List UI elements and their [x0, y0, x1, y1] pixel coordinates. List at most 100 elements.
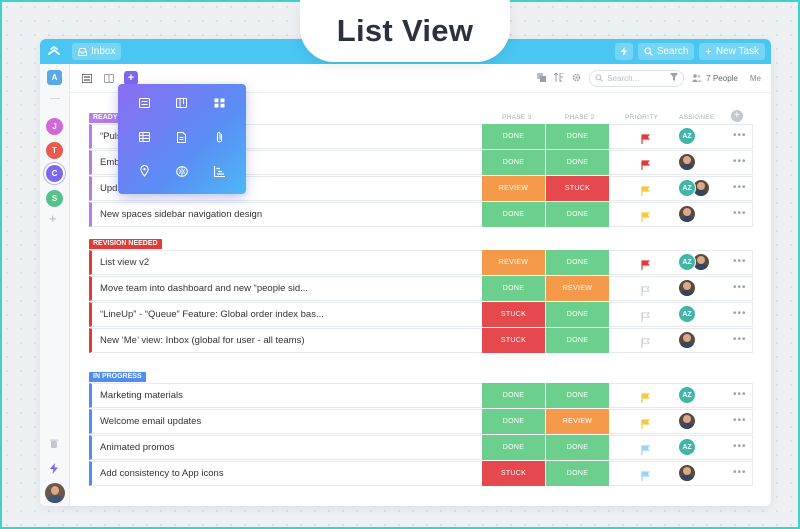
status-phase3-cell[interactable]: STUCK: [482, 302, 545, 327]
status-phase2-cell[interactable]: REVIEW: [546, 276, 609, 301]
clickup-logo-icon[interactable]: [46, 44, 62, 60]
status-phase2-cell[interactable]: DONE: [546, 435, 609, 460]
task-name[interactable]: List view v2: [100, 257, 150, 268]
priority-flag-icon[interactable]: [641, 416, 651, 429]
table-row[interactable]: New ‘Me’ view: Inbox (global for user - …: [89, 328, 753, 353]
group-status-label[interactable]: IN PROGRESS: [89, 372, 146, 382]
priority-flag-icon[interactable]: [641, 209, 651, 222]
gantt-view-icon[interactable]: [201, 164, 238, 178]
task-name[interactable]: Add consistency to App icons: [100, 468, 224, 479]
assignee-avatar-az[interactable]: AZ: [678, 386, 696, 404]
more-options-icon[interactable]: •••: [733, 334, 747, 345]
status-phase3-cell[interactable]: DONE: [482, 409, 545, 434]
people-filter[interactable]: 7 People: [692, 74, 738, 83]
sort-icon[interactable]: [553, 69, 565, 87]
task-name[interactable]: Animated promos: [100, 442, 175, 453]
assignee-avatar-photo[interactable]: [678, 412, 696, 430]
trash-icon[interactable]: [49, 436, 59, 454]
table-row[interactable]: Add consistency to App icons STUCK DONE •••: [89, 461, 753, 486]
status-phase2-cell[interactable]: DONE: [546, 383, 609, 408]
table-row[interactable]: New spaces sidebar navigation design DONE…: [89, 202, 753, 227]
more-options-icon[interactable]: •••: [733, 182, 747, 193]
box-view-icon[interactable]: [201, 96, 238, 110]
me-filter[interactable]: Me: [749, 73, 761, 83]
new-task-button[interactable]: + New Task: [699, 43, 765, 60]
filter-icon[interactable]: [670, 73, 679, 83]
priority-flag-icon[interactable]: [641, 442, 651, 455]
status-phase2-cell[interactable]: DONE: [546, 150, 609, 175]
more-options-icon[interactable]: •••: [733, 415, 747, 426]
add-space-button[interactable]: +: [49, 211, 57, 226]
priority-flag-icon[interactable]: [641, 257, 651, 270]
add-view-button[interactable]: +: [124, 71, 138, 85]
assignee-avatar-az[interactable]: AZ: [678, 253, 696, 271]
doc-view-icon[interactable]: [163, 130, 200, 144]
more-options-icon[interactable]: •••: [733, 156, 747, 167]
priority-flag-icon[interactable]: [641, 468, 651, 481]
status-phase2-cell[interactable]: DONE: [546, 250, 609, 275]
more-options-icon[interactable]: •••: [733, 389, 747, 400]
task-name[interactable]: Move team into dashboard and new “people…: [100, 283, 309, 294]
more-options-icon[interactable]: •••: [733, 282, 747, 293]
assignee-avatar-photo[interactable]: [678, 464, 696, 482]
list-view-tab-icon[interactable]: [80, 71, 94, 85]
board-view-tab-icon[interactable]: [102, 71, 116, 85]
task-search-input[interactable]: Search...: [589, 69, 685, 87]
status-phase3-cell[interactable]: STUCK: [482, 328, 545, 353]
status-phase2-cell[interactable]: DONE: [546, 124, 609, 149]
status-phase3-cell[interactable]: REVIEW: [482, 176, 545, 201]
status-phase3-cell[interactable]: DONE: [482, 202, 545, 227]
sidebar-space-t[interactable]: T: [46, 142, 63, 159]
group-status-label[interactable]: REVISION NEEDED: [89, 239, 162, 249]
assignee-avatar-az[interactable]: AZ: [678, 438, 696, 456]
task-name[interactable]: Marketing materials: [100, 390, 183, 401]
mind-map-icon[interactable]: [163, 164, 200, 178]
workspace-avatar[interactable]: A: [47, 70, 62, 85]
assignee-avatar-photo[interactable]: [678, 331, 696, 349]
priority-flag-icon[interactable]: [641, 131, 651, 144]
more-options-icon[interactable]: •••: [733, 208, 747, 219]
status-phase3-cell[interactable]: REVIEW: [482, 250, 545, 275]
more-options-icon[interactable]: •••: [733, 441, 747, 452]
table-row[interactable]: “LineUp” - “Queue” Feature: Global order…: [89, 302, 753, 327]
task-name[interactable]: New ‘Me’ view: Inbox (global for user - …: [100, 335, 305, 346]
attachment-view-icon[interactable]: [201, 130, 238, 144]
more-options-icon[interactable]: •••: [733, 308, 747, 319]
sidebar-space-j[interactable]: J: [46, 118, 63, 135]
search-button[interactable]: Search: [637, 43, 695, 60]
table-view-icon[interactable]: [126, 130, 163, 144]
column-header-assignee[interactable]: ASSIGNEE: [679, 114, 715, 121]
status-phase3-cell[interactable]: STUCK: [482, 461, 545, 486]
task-name[interactable]: “LineUp” - “Queue” Feature: Global order…: [100, 309, 324, 320]
assignee-avatar-az[interactable]: AZ: [678, 305, 696, 323]
sidebar-space-c[interactable]: C: [46, 165, 63, 182]
status-phase3-cell[interactable]: DONE: [482, 124, 545, 149]
status-phase3-cell[interactable]: DONE: [482, 150, 545, 175]
column-header-phase2[interactable]: PHASE 2: [565, 114, 595, 121]
priority-flag-icon[interactable]: [641, 183, 651, 196]
priority-flag-icon[interactable]: [641, 335, 651, 348]
priority-flag-icon[interactable]: [641, 390, 651, 403]
group-status-label[interactable]: READY: [89, 113, 122, 123]
status-phase2-cell[interactable]: DONE: [546, 302, 609, 327]
user-avatar[interactable]: [45, 483, 65, 503]
status-phase3-cell[interactable]: DONE: [482, 383, 545, 408]
status-phase2-cell[interactable]: REVIEW: [546, 409, 609, 434]
task-name[interactable]: Emb: [100, 157, 120, 168]
status-phase2-cell[interactable]: STUCK: [546, 176, 609, 201]
list-view-icon[interactable]: [126, 96, 163, 110]
inbox-button[interactable]: Inbox: [72, 43, 122, 60]
assignee-avatar-photo[interactable]: [678, 279, 696, 297]
task-name[interactable]: “Puls: [100, 131, 122, 142]
group-icon[interactable]: [537, 69, 547, 87]
more-options-icon[interactable]: •••: [733, 256, 747, 267]
status-phase2-cell[interactable]: DONE: [546, 328, 609, 353]
assignee-avatar-photo[interactable]: [692, 179, 710, 197]
column-header-priority[interactable]: PRIORITY: [625, 114, 659, 121]
settings-gear-icon[interactable]: [572, 69, 581, 87]
priority-flag-icon[interactable]: [641, 283, 651, 296]
status-phase3-cell[interactable]: DONE: [482, 435, 545, 460]
table-row[interactable]: Welcome email updates DONE REVIEW •••: [89, 409, 753, 434]
more-options-icon[interactable]: •••: [733, 467, 747, 478]
status-phase2-cell[interactable]: DONE: [546, 461, 609, 486]
